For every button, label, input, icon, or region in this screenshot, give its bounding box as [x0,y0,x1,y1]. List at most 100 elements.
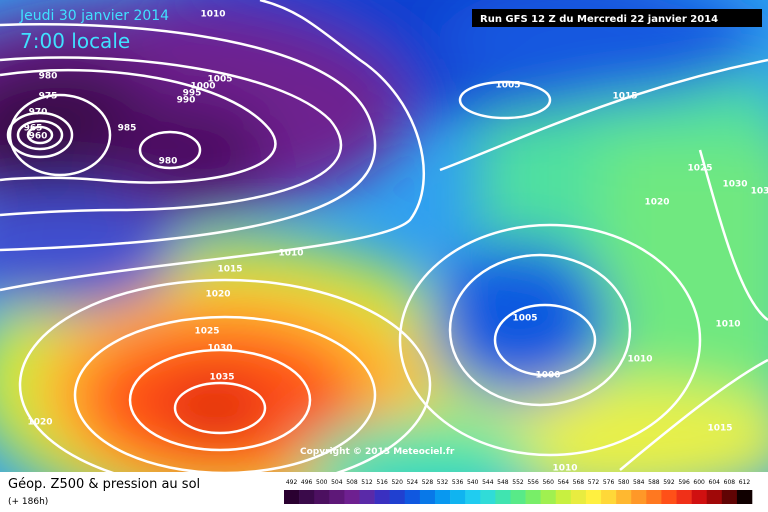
isobar-label: 1015 [217,265,242,275]
scale-label: 520 [391,479,403,486]
date: Jeudi 30 janvier 2014 [19,8,169,24]
scale-label: 524 [407,479,419,486]
scale-label: 536 [452,479,464,486]
isobar-label: 1025 [194,327,219,337]
scale-label: 580 [618,479,630,486]
footer-lead: (+ 186h) [8,497,48,507]
isobar-label: 970 [29,108,48,118]
scale-swatch [601,490,617,504]
scale-swatch [314,490,330,504]
isobar-label: 1020 [27,418,52,428]
scale-swatch [419,490,436,504]
scale-label: 544 [482,479,494,486]
scale-label: 604 [709,479,721,486]
scale-swatch [510,490,526,504]
scale-swatch [736,490,753,504]
isobar-label: 1025 [687,164,712,174]
scale-swatch [389,490,406,504]
scale-label: 548 [497,479,509,486]
scale-label: 500 [316,479,328,486]
isobar-label: 1020 [644,198,669,208]
isobar-label: 980 [159,157,178,167]
isobar-label: 1015 [707,424,732,434]
isobar-label: 1030 [722,180,747,190]
isobar-label: 1000 [190,82,215,92]
isobar-label: 990 [177,96,196,106]
scale-swatch [465,490,481,504]
scale-swatch [570,490,587,504]
scale-label: 608 [724,479,736,486]
scale-swatch [404,490,421,504]
scale-swatch [284,490,300,504]
scale-swatch [480,490,496,504]
isobar-label: 985 [118,124,137,134]
isobar-label: 975 [39,92,58,102]
scale-label: 600 [693,479,705,486]
run-info: Run GFS 12 Z du Mercredi 22 janvier 2014 [480,14,718,25]
scale-swatch [450,490,466,504]
isobar-label: 1010 [552,464,577,474]
scale-label: 504 [331,479,343,486]
scale-swatch [359,490,375,504]
scale-label: 512 [361,479,373,486]
isobar-label: 1000 [535,371,560,381]
scale-label: 572 [588,479,600,486]
scale-swatch [646,490,662,504]
isobar-label: 1005 [207,75,232,85]
scale-swatch [329,490,345,504]
isobar-label: 1010 [278,249,303,259]
scale-label: 516 [376,479,388,486]
scale-label: 576 [603,479,615,486]
scale-label: 592 [663,479,675,486]
isobar-label: 995 [183,89,202,99]
scale-swatch [344,490,360,504]
scale-swatch [721,490,738,504]
scale-label: 540 [467,479,479,486]
scale-swatch [676,490,692,504]
isobars [0,0,768,472]
scale-swatch [540,490,557,504]
scale-swatch [374,490,390,504]
scale-label: 492 [286,479,298,486]
isobar-label: 103 [751,187,768,197]
scale-label: 588 [648,479,660,486]
scale-label: 508 [346,479,358,486]
isobar-label: 1010 [715,320,740,330]
isobar-label: 1030 [207,344,232,354]
scale-swatch [616,490,632,504]
scale-swatch [495,490,511,504]
scale-label: 584 [633,479,645,486]
isobar-label: 1020 [205,290,230,300]
scale-swatch [585,490,602,504]
scale-label: 568 [573,479,585,486]
scale-label: 532 [437,479,449,486]
scale-swatch [555,490,572,504]
scale-swatch [631,490,647,504]
scale-label: 496 [301,479,313,486]
scale-swatch [661,490,677,504]
isobar-label: 1010 [627,355,652,365]
footer-title: Géop. Z500 & pression au sol [8,477,200,492]
run-box [472,9,762,27]
isobar-label: 1015 [612,92,637,102]
scale-label: 564 [558,479,570,486]
isobar-label: 960 [29,132,48,142]
isobar-label: 965 [24,124,43,134]
time: 7:00 locale [20,29,130,53]
copyright: Copyright © 2013 Meteociel.fr [300,447,455,457]
scale-label: 596 [678,479,690,486]
scale-swatch [706,490,723,504]
isobar-label: 1005 [512,314,537,324]
isobar-label: 1035 [209,373,234,383]
scale-label: 560 [542,479,554,486]
scale-label: 556 [527,479,539,486]
scale-swatch [299,490,315,504]
scale-label: 612 [739,479,751,486]
isobar-label: 1010 [200,10,225,20]
scale-swatch [525,490,541,504]
scale-label: 528 [422,479,434,486]
isobar-label: 980 [39,72,58,82]
